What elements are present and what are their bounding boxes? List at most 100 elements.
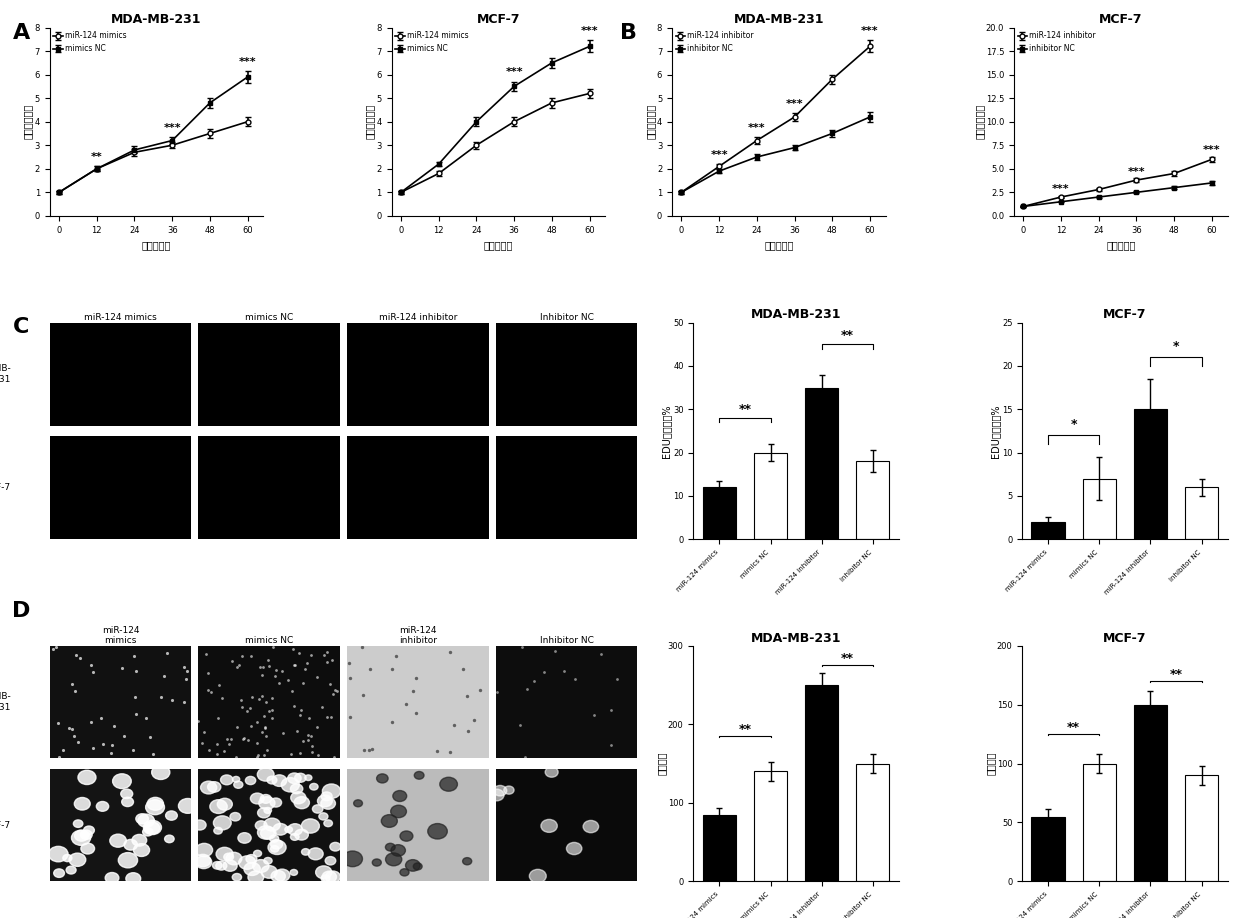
- Circle shape: [305, 775, 312, 780]
- Point: [317, 645, 337, 660]
- Circle shape: [463, 857, 471, 865]
- Point: [308, 720, 327, 734]
- Circle shape: [290, 784, 303, 794]
- Title: Inhibitor NC: Inhibitor NC: [539, 313, 594, 322]
- Circle shape: [353, 800, 362, 807]
- Circle shape: [405, 859, 420, 871]
- Point: [215, 744, 234, 758]
- Point: [325, 682, 345, 697]
- Y-axis label: MDA-MB-
-231: MDA-MB- -231: [0, 692, 11, 711]
- Point: [104, 719, 124, 733]
- Circle shape: [264, 808, 272, 813]
- Point: [340, 710, 360, 724]
- Title: MCF-7: MCF-7: [1104, 308, 1147, 321]
- Point: [273, 664, 293, 678]
- Circle shape: [281, 778, 299, 792]
- Point: [124, 743, 144, 757]
- Point: [227, 750, 247, 765]
- Point: [525, 674, 544, 688]
- Circle shape: [546, 767, 558, 778]
- Title: MCF-7: MCF-7: [476, 14, 520, 27]
- Circle shape: [74, 830, 88, 841]
- Point: [227, 660, 247, 675]
- Point: [308, 670, 327, 685]
- Point: [565, 672, 585, 687]
- Y-axis label: 克隆数量: 克隆数量: [656, 752, 666, 776]
- Circle shape: [105, 872, 119, 883]
- Point: [464, 712, 484, 727]
- Point: [238, 733, 258, 747]
- Circle shape: [151, 765, 170, 779]
- Circle shape: [81, 830, 92, 839]
- Point: [285, 657, 305, 672]
- Point: [201, 685, 221, 700]
- Bar: [1083, 478, 1116, 539]
- Circle shape: [308, 848, 324, 860]
- Point: [258, 653, 278, 667]
- Point: [197, 682, 217, 697]
- Circle shape: [97, 801, 109, 812]
- Point: [62, 722, 82, 736]
- Circle shape: [165, 835, 174, 843]
- Point: [517, 682, 537, 697]
- Point: [60, 721, 79, 735]
- Circle shape: [324, 820, 332, 827]
- Point: [207, 737, 227, 752]
- Point: [361, 661, 381, 676]
- Point: [253, 689, 273, 704]
- Point: [470, 683, 490, 698]
- Point: [196, 647, 216, 662]
- Point: [546, 644, 565, 658]
- Text: D: D: [12, 601, 31, 621]
- Circle shape: [322, 784, 341, 799]
- Point: [257, 743, 277, 757]
- Title: MDA-MB-231: MDA-MB-231: [112, 14, 202, 27]
- Point: [154, 669, 174, 684]
- Circle shape: [238, 833, 252, 844]
- Circle shape: [401, 831, 413, 841]
- Circle shape: [377, 774, 388, 783]
- Title: miR-124 mimics: miR-124 mimics: [84, 313, 156, 322]
- Circle shape: [428, 823, 448, 839]
- Circle shape: [321, 798, 336, 809]
- Circle shape: [391, 845, 405, 856]
- Point: [322, 653, 342, 667]
- Circle shape: [250, 793, 264, 804]
- Circle shape: [74, 798, 91, 810]
- Circle shape: [264, 818, 280, 831]
- Y-axis label: 相对细胞活力: 相对细胞活力: [646, 104, 656, 140]
- Point: [100, 745, 120, 760]
- Point: [48, 716, 68, 731]
- Point: [237, 704, 257, 719]
- Circle shape: [330, 843, 341, 851]
- Circle shape: [413, 863, 422, 870]
- Circle shape: [270, 840, 283, 849]
- Circle shape: [195, 855, 211, 867]
- Legend: miR-124 inhibitor, inhibitor NC: miR-124 inhibitor, inhibitor NC: [1018, 31, 1096, 53]
- Circle shape: [290, 792, 306, 804]
- Point: [405, 670, 425, 685]
- Circle shape: [259, 797, 275, 810]
- Title: MDA-MB-231: MDA-MB-231: [734, 14, 825, 27]
- Bar: [1133, 409, 1167, 539]
- Title: Inhibitor NC: Inhibitor NC: [539, 636, 594, 645]
- Circle shape: [238, 856, 255, 869]
- Point: [254, 708, 274, 722]
- Circle shape: [78, 770, 95, 785]
- Bar: [857, 461, 889, 539]
- Y-axis label: MCF-7: MCF-7: [0, 821, 11, 830]
- Y-axis label: MDA-MB-
-231: MDA-MB- -231: [0, 364, 11, 384]
- Text: A: A: [12, 23, 30, 43]
- Y-axis label: EDU阳性细胞%: EDU阳性细胞%: [991, 404, 1001, 457]
- Circle shape: [120, 789, 133, 799]
- Title: MDA-MB-231: MDA-MB-231: [751, 632, 842, 644]
- Text: **: **: [1068, 721, 1080, 733]
- Point: [136, 711, 156, 725]
- Circle shape: [144, 821, 161, 834]
- Point: [512, 640, 532, 655]
- Circle shape: [295, 829, 309, 840]
- Circle shape: [216, 847, 233, 861]
- Text: ***: ***: [1203, 145, 1220, 155]
- Circle shape: [73, 820, 83, 827]
- Point: [252, 668, 272, 683]
